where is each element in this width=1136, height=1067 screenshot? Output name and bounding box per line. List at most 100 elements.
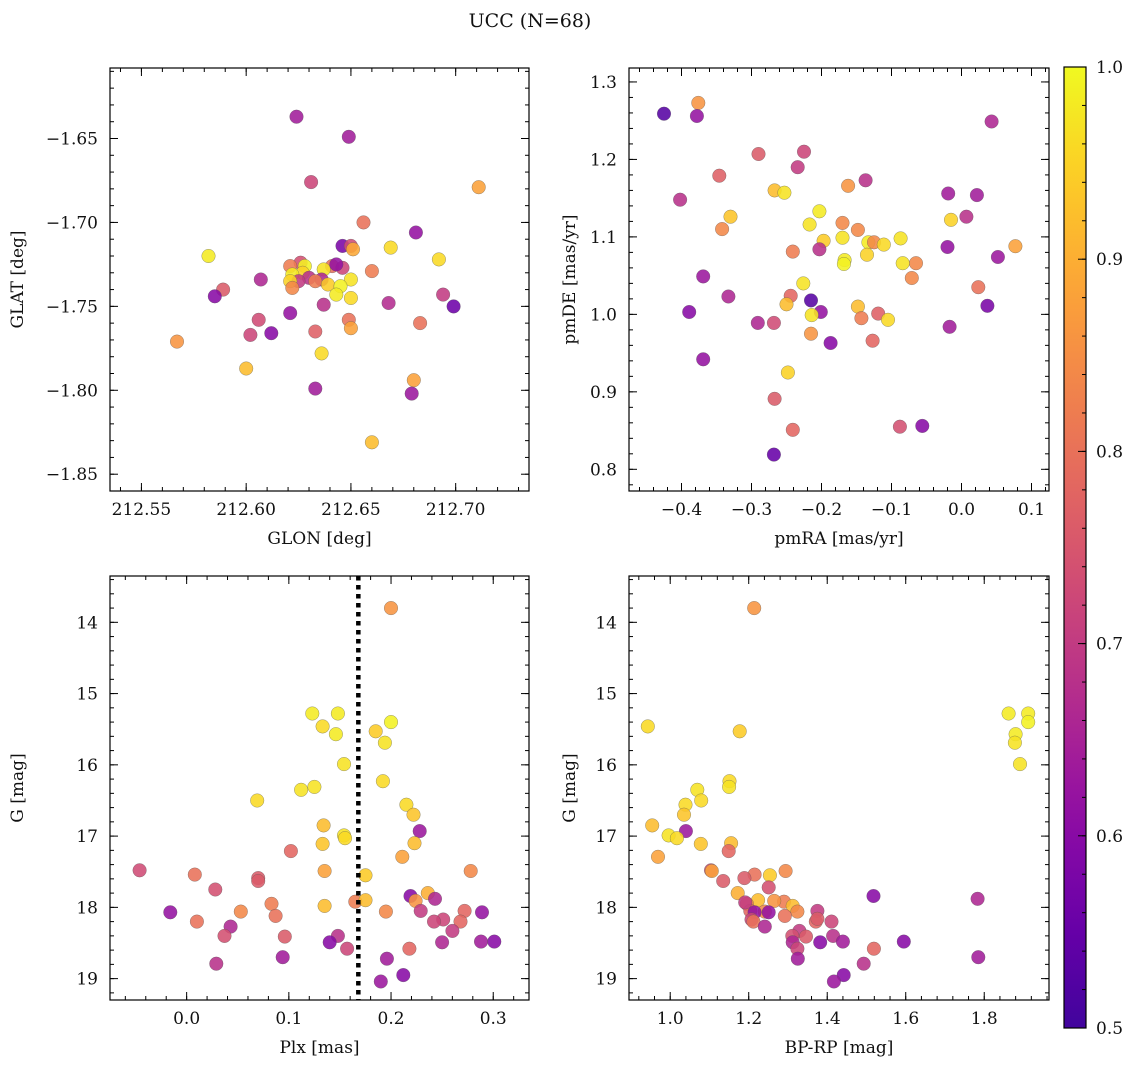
data-point <box>942 319 957 334</box>
data-point <box>716 873 731 889</box>
data-point <box>294 782 309 797</box>
y-tick-label: −1.85 <box>46 465 98 485</box>
data-point <box>812 204 827 219</box>
data-point <box>406 373 421 388</box>
colorbar-tick-label: 0.8 <box>1096 442 1123 462</box>
data-point <box>473 934 489 949</box>
data-point <box>737 871 752 886</box>
data-point <box>804 308 819 323</box>
points-glon-glat <box>169 109 486 450</box>
data-point <box>395 849 410 864</box>
data-point <box>329 287 344 302</box>
data-point <box>381 295 396 311</box>
data-point <box>243 327 258 342</box>
data-point <box>1007 735 1022 750</box>
data-point <box>676 807 692 822</box>
data-point <box>233 904 248 919</box>
data-point <box>785 244 800 259</box>
data-point <box>669 831 684 846</box>
data-point <box>343 272 358 287</box>
data-point <box>337 831 353 846</box>
data-point <box>315 836 330 851</box>
data-point <box>375 774 390 789</box>
data-point <box>640 719 655 734</box>
data-point <box>836 256 851 272</box>
panel-glon-glat: 212.55 212.60 212.65 212.70 −1.85 −1.80 −1.75 −… <box>8 67 530 549</box>
data-point <box>766 315 781 330</box>
points-pmra-pmde <box>656 95 1023 462</box>
data-point <box>850 222 865 237</box>
y-tick-label: 15 <box>76 685 98 705</box>
x-tick-label: −0.3 <box>731 500 772 520</box>
x-tick-label: 1.4 <box>814 1009 841 1029</box>
data-point <box>264 896 279 911</box>
axes-frame <box>109 67 530 492</box>
data-point <box>858 173 873 188</box>
data-point <box>264 326 279 341</box>
data-point <box>445 923 460 938</box>
y-tick-label: 14 <box>595 613 617 633</box>
data-point <box>163 905 178 920</box>
data-point <box>645 818 660 833</box>
data-point <box>358 868 373 883</box>
data-point <box>984 114 999 129</box>
figure-title: UCC (N=68) <box>469 10 592 32</box>
y-tick-label: 1.2 <box>590 150 617 170</box>
data-point <box>253 272 268 287</box>
data-point <box>892 419 907 434</box>
data-point <box>379 951 394 966</box>
y-tick-label: 17 <box>76 827 98 847</box>
data-point <box>777 908 792 923</box>
data-point <box>650 849 666 864</box>
x-axis-label: Plx [mas] <box>279 1038 359 1058</box>
data-point <box>866 888 881 904</box>
data-point <box>722 779 737 794</box>
data-point <box>328 727 343 742</box>
data-point <box>431 252 446 267</box>
data-point <box>780 365 795 380</box>
data-point <box>730 886 745 901</box>
data-point <box>751 146 766 162</box>
x-axis-label: BP-RP [mag] <box>785 1038 894 1058</box>
data-point <box>307 779 322 794</box>
data-point <box>308 324 323 339</box>
data-point <box>251 873 266 889</box>
colorbar-tick-label: 0.7 <box>1096 635 1123 655</box>
x-tick-label: 1.2 <box>735 1009 762 1029</box>
data-point <box>761 880 776 895</box>
data-point <box>990 249 1005 265</box>
data-point <box>275 950 290 965</box>
data-point <box>865 333 880 348</box>
data-point <box>836 968 851 983</box>
data-point <box>779 297 794 312</box>
data-point <box>426 914 442 929</box>
data-point <box>435 935 450 950</box>
data-point <box>378 904 393 919</box>
data-point <box>408 225 423 240</box>
axes-frame <box>628 575 1050 1001</box>
y-tick-label: 1.1 <box>590 228 617 248</box>
data-point <box>732 724 747 739</box>
data-point <box>436 287 451 302</box>
data-point <box>866 941 881 956</box>
data-point <box>696 269 711 284</box>
data-point <box>766 447 781 462</box>
data-point <box>217 928 232 943</box>
data-point <box>317 898 332 913</box>
panel-pmra-pmde: −0.4 −0.3 −0.2 −0.1 0.0 0.1 0.8 0.9 1.0 1.1 1.2 1.3… <box>560 67 1050 549</box>
data-point <box>796 276 811 291</box>
data-point <box>790 160 805 175</box>
data-point <box>835 230 850 245</box>
data-point <box>304 175 319 190</box>
data-point <box>673 192 688 207</box>
data-point <box>750 315 765 330</box>
data-point <box>207 289 222 304</box>
data-point <box>790 904 805 919</box>
data-point <box>189 914 204 929</box>
data-point <box>399 797 414 812</box>
data-point <box>316 297 331 312</box>
data-point <box>823 335 838 351</box>
data-point <box>373 974 388 989</box>
data-point <box>343 290 358 306</box>
